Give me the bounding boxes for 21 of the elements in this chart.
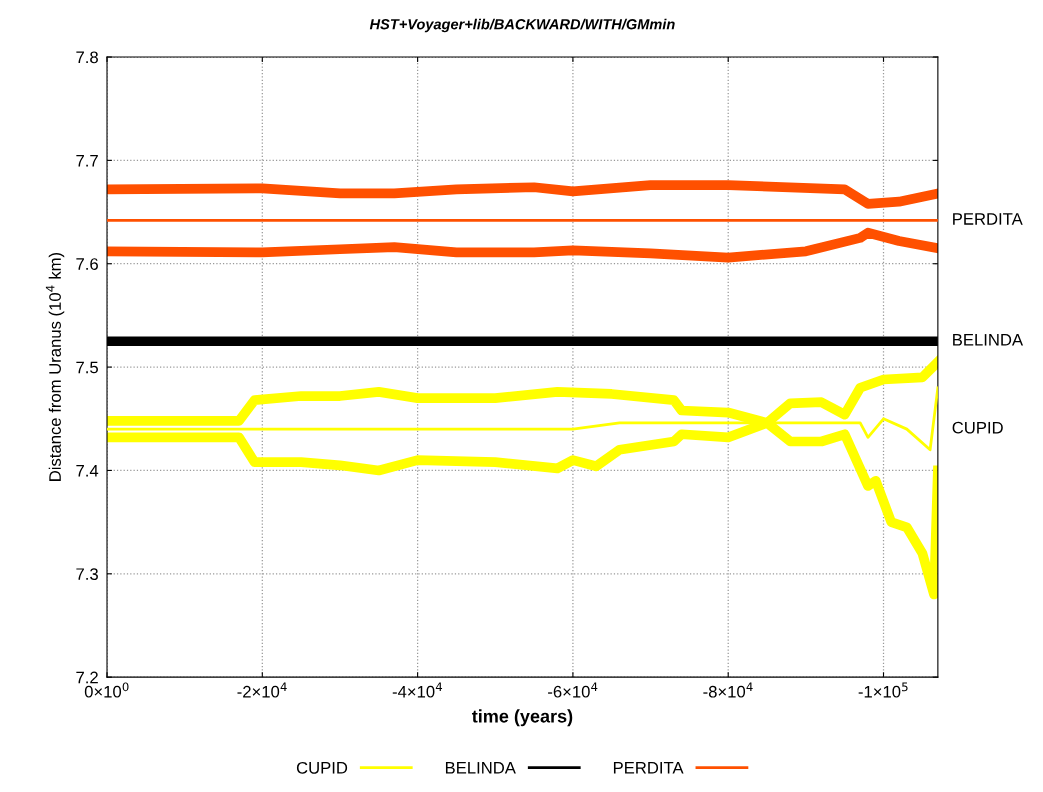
y-tick-label: 7.8 [76, 51, 98, 64]
legend-label: CUPID [296, 761, 348, 774]
x-tick-label: -6×10$^{4}$ [548, 682, 598, 698]
text: PERDITA [953, 213, 1023, 225]
y-tick-label: 7.3 [76, 568, 98, 581]
x-tick-label: -2×10$^{4}$ [237, 682, 287, 698]
chart-title: HST+Voyager+lib/BACKWARD/WITH/GMmin [369, 18, 675, 33]
legend-label: BELINDA [445, 762, 516, 774]
y-tick-label: 7.5 [76, 361, 98, 374]
x-tick-label: -8×10$^{4}$ [703, 682, 753, 698]
text: CUPID [952, 421, 1003, 434]
y-tick-label: 7.4 [76, 465, 99, 477]
y-tick-label: 7.7 [76, 154, 98, 167]
x-axis-title: time (years) [471, 709, 573, 727]
y-axis-title: Distance from Uranus (10$^{4}$ km) [45, 252, 65, 481]
x-tick-label: -1×10$^{5}$ [858, 682, 908, 698]
text: BELINDA [953, 334, 1024, 346]
x-tick-label: -4×10$^{4}$ [392, 682, 443, 698]
legend-label: PERDITA [613, 762, 684, 774]
y-tick-label: 7.6 [76, 258, 98, 270]
y-tick-label: 7.2 [76, 671, 98, 684]
